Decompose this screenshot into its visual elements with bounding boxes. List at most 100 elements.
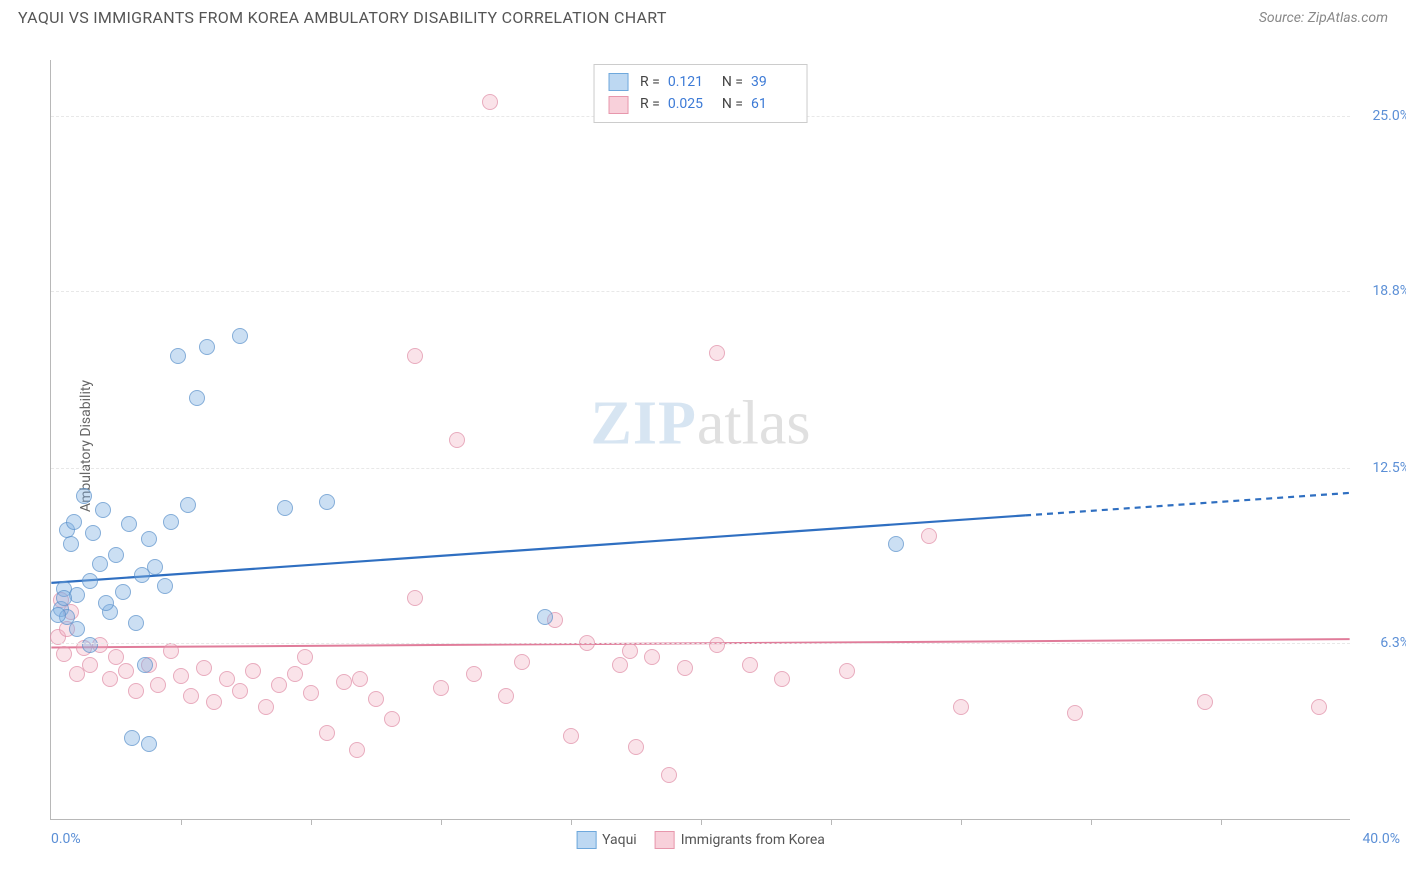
scatter-point-blue: [537, 609, 553, 625]
n-value: 61: [751, 93, 793, 115]
legend-series-label: Immigrants from Korea: [681, 832, 825, 848]
n-label: N =: [722, 93, 743, 115]
scatter-point-pink: [349, 742, 365, 758]
scatter-point-pink: [183, 688, 199, 704]
x-tick: [831, 819, 832, 825]
legend-series-label: Yaqui: [602, 832, 637, 848]
x-tick: [1091, 819, 1092, 825]
scatter-point-blue: [108, 547, 124, 563]
scatter-point-pink: [1311, 699, 1327, 715]
x-tick: [441, 819, 442, 825]
y-tick-label: 18.8%: [1372, 283, 1406, 299]
x-tick: [961, 819, 962, 825]
scatter-point-pink: [407, 590, 423, 606]
scatter-point-pink: [1197, 694, 1213, 710]
n-value: 39: [751, 71, 793, 93]
x-axis-max-label: 40.0%: [1362, 831, 1400, 847]
gridline: [51, 291, 1350, 292]
scatter-point-pink: [709, 637, 725, 653]
scatter-point-blue: [69, 621, 85, 637]
scatter-point-blue: [199, 339, 215, 355]
chart-title: YAQUI VS IMMIGRANTS FROM KOREA AMBULATOR…: [18, 8, 667, 27]
scatter-point-pink: [297, 649, 313, 665]
scatter-point-pink: [622, 643, 638, 659]
scatter-point-pink: [108, 649, 124, 665]
scatter-point-blue: [277, 500, 293, 516]
r-value: 0.025: [668, 93, 710, 115]
scatter-point-pink: [352, 671, 368, 687]
scatter-point-pink: [433, 680, 449, 696]
chart-source: Source: ZipAtlas.com: [1259, 10, 1388, 26]
scatter-point-pink: [196, 660, 212, 676]
scatter-point-blue: [180, 497, 196, 513]
series-legend: Yaqui Immigrants from Korea: [576, 831, 825, 849]
scatter-point-blue: [63, 536, 79, 552]
r-label: R =: [640, 71, 660, 93]
y-tick-label: 25.0%: [1372, 108, 1406, 124]
scatter-point-pink: [612, 657, 628, 673]
gridline: [51, 643, 1350, 644]
x-tick: [311, 819, 312, 825]
scatter-point-blue: [95, 502, 111, 518]
scatter-point-pink: [232, 683, 248, 699]
scatter-point-blue: [56, 590, 72, 606]
legend-swatch-blue: [608, 73, 628, 91]
x-axis-min-label: 0.0%: [51, 831, 81, 847]
gridline: [51, 468, 1350, 469]
scatter-point-pink: [774, 671, 790, 687]
scatter-point-blue: [137, 657, 153, 673]
legend-stat-row: R = 0.025 N = 61: [608, 93, 793, 115]
correlation-legend: R =0.121N =39R =0.025N =61: [593, 64, 808, 123]
scatter-point-blue: [128, 615, 144, 631]
scatter-point-pink: [128, 683, 144, 699]
scatter-point-pink: [303, 685, 319, 701]
scatter-point-pink: [1067, 705, 1083, 721]
x-tick: [701, 819, 702, 825]
scatter-point-blue: [124, 730, 140, 746]
x-tick: [1221, 819, 1222, 825]
scatter-point-pink: [271, 677, 287, 693]
scatter-point-pink: [384, 711, 400, 727]
scatter-point-pink: [258, 699, 274, 715]
scatter-point-pink: [82, 657, 98, 673]
scatter-point-blue: [92, 556, 108, 572]
scatter-point-pink: [319, 725, 335, 741]
scatter-point-pink: [921, 528, 937, 544]
scatter-point-pink: [287, 666, 303, 682]
trendline: [51, 515, 1025, 582]
r-label: R =: [640, 93, 660, 115]
scatter-point-pink: [498, 688, 514, 704]
scatter-point-pink: [466, 666, 482, 682]
scatter-point-pink: [449, 432, 465, 448]
scatter-point-blue: [98, 595, 114, 611]
scatter-point-pink: [742, 657, 758, 673]
scatter-point-blue: [157, 578, 173, 594]
scatter-point-blue: [170, 348, 186, 364]
scatter-point-pink: [118, 663, 134, 679]
scatter-point-pink: [644, 649, 660, 665]
scatter-point-blue: [141, 531, 157, 547]
scatter-point-pink: [56, 646, 72, 662]
scatter-point-pink: [245, 663, 261, 679]
scatter-point-pink: [206, 694, 222, 710]
scatter-point-pink: [514, 654, 530, 670]
scatter-point-blue: [85, 525, 101, 541]
scatter-point-blue: [141, 736, 157, 752]
scatter-point-pink: [677, 660, 693, 676]
legend-swatch-pink: [608, 96, 628, 114]
scatter-point-pink: [482, 94, 498, 110]
scatter-point-pink: [173, 668, 189, 684]
scatter-point-blue: [147, 559, 163, 575]
scatter-point-pink: [368, 691, 384, 707]
y-tick-label: 6.3%: [1380, 635, 1406, 651]
scatter-point-blue: [163, 514, 179, 530]
scatter-point-pink: [953, 699, 969, 715]
scatter-point-pink: [102, 671, 118, 687]
scatter-point-pink: [628, 739, 644, 755]
x-tick: [571, 819, 572, 825]
scatter-point-blue: [76, 488, 92, 504]
legend-series-item: Yaqui: [576, 831, 637, 849]
scatter-point-pink: [661, 767, 677, 783]
scatter-point-pink: [150, 677, 166, 693]
scatter-point-blue: [888, 536, 904, 552]
